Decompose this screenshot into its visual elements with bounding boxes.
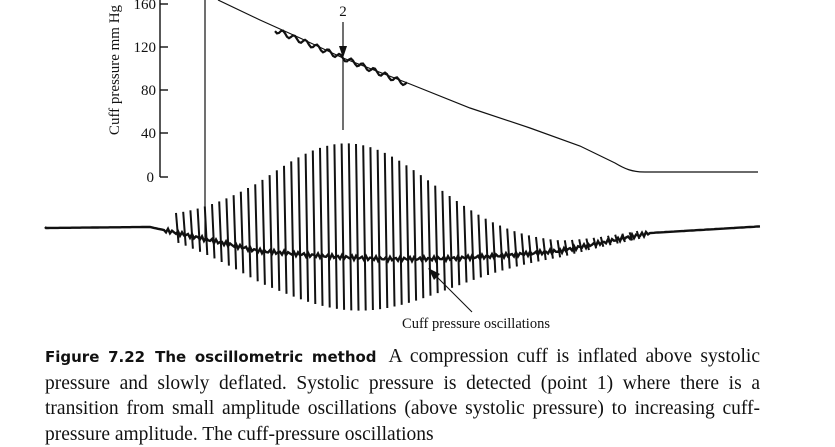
oscillation-baseline-trace — [44, 225, 761, 264]
cuff-pressure-wiggle — [274, 29, 408, 87]
figure-title: The oscillometric method — [155, 348, 377, 366]
y-axis-ticks — [160, 3, 168, 178]
figure-number: Figure 7.22 — [45, 348, 146, 366]
point-2-label: 2 — [339, 4, 347, 20]
y-tick-label-120: 120 — [134, 40, 157, 56]
point-2-arrow-head — [339, 46, 347, 58]
oscillometric-figure: 160 120 80 40 0 Cuff pressure mm Hg 2 Cu… — [44, 0, 761, 332]
oscillation-label-pointer — [431, 271, 473, 313]
oscillation-label-pointer-head — [428, 268, 440, 280]
oscillation-label: Cuff pressure oscillations — [402, 316, 550, 332]
caption-text: A compression cuff is inflated above sys… — [45, 346, 761, 445]
y-tick-label-40: 40 — [141, 126, 156, 142]
oscillation-spikes — [175, 143, 641, 311]
figure-caption: Figure 7.22 The oscillometric method A com… — [45, 344, 760, 447]
cuff-pressure-curve — [217, 0, 758, 173]
y-axis-label: Cuff pressure mm Hg — [107, 4, 123, 135]
y-tick-label-0: 0 — [147, 170, 155, 186]
y-tick-label-80: 80 — [141, 83, 156, 99]
y-tick-label-160: 160 — [134, 0, 157, 13]
